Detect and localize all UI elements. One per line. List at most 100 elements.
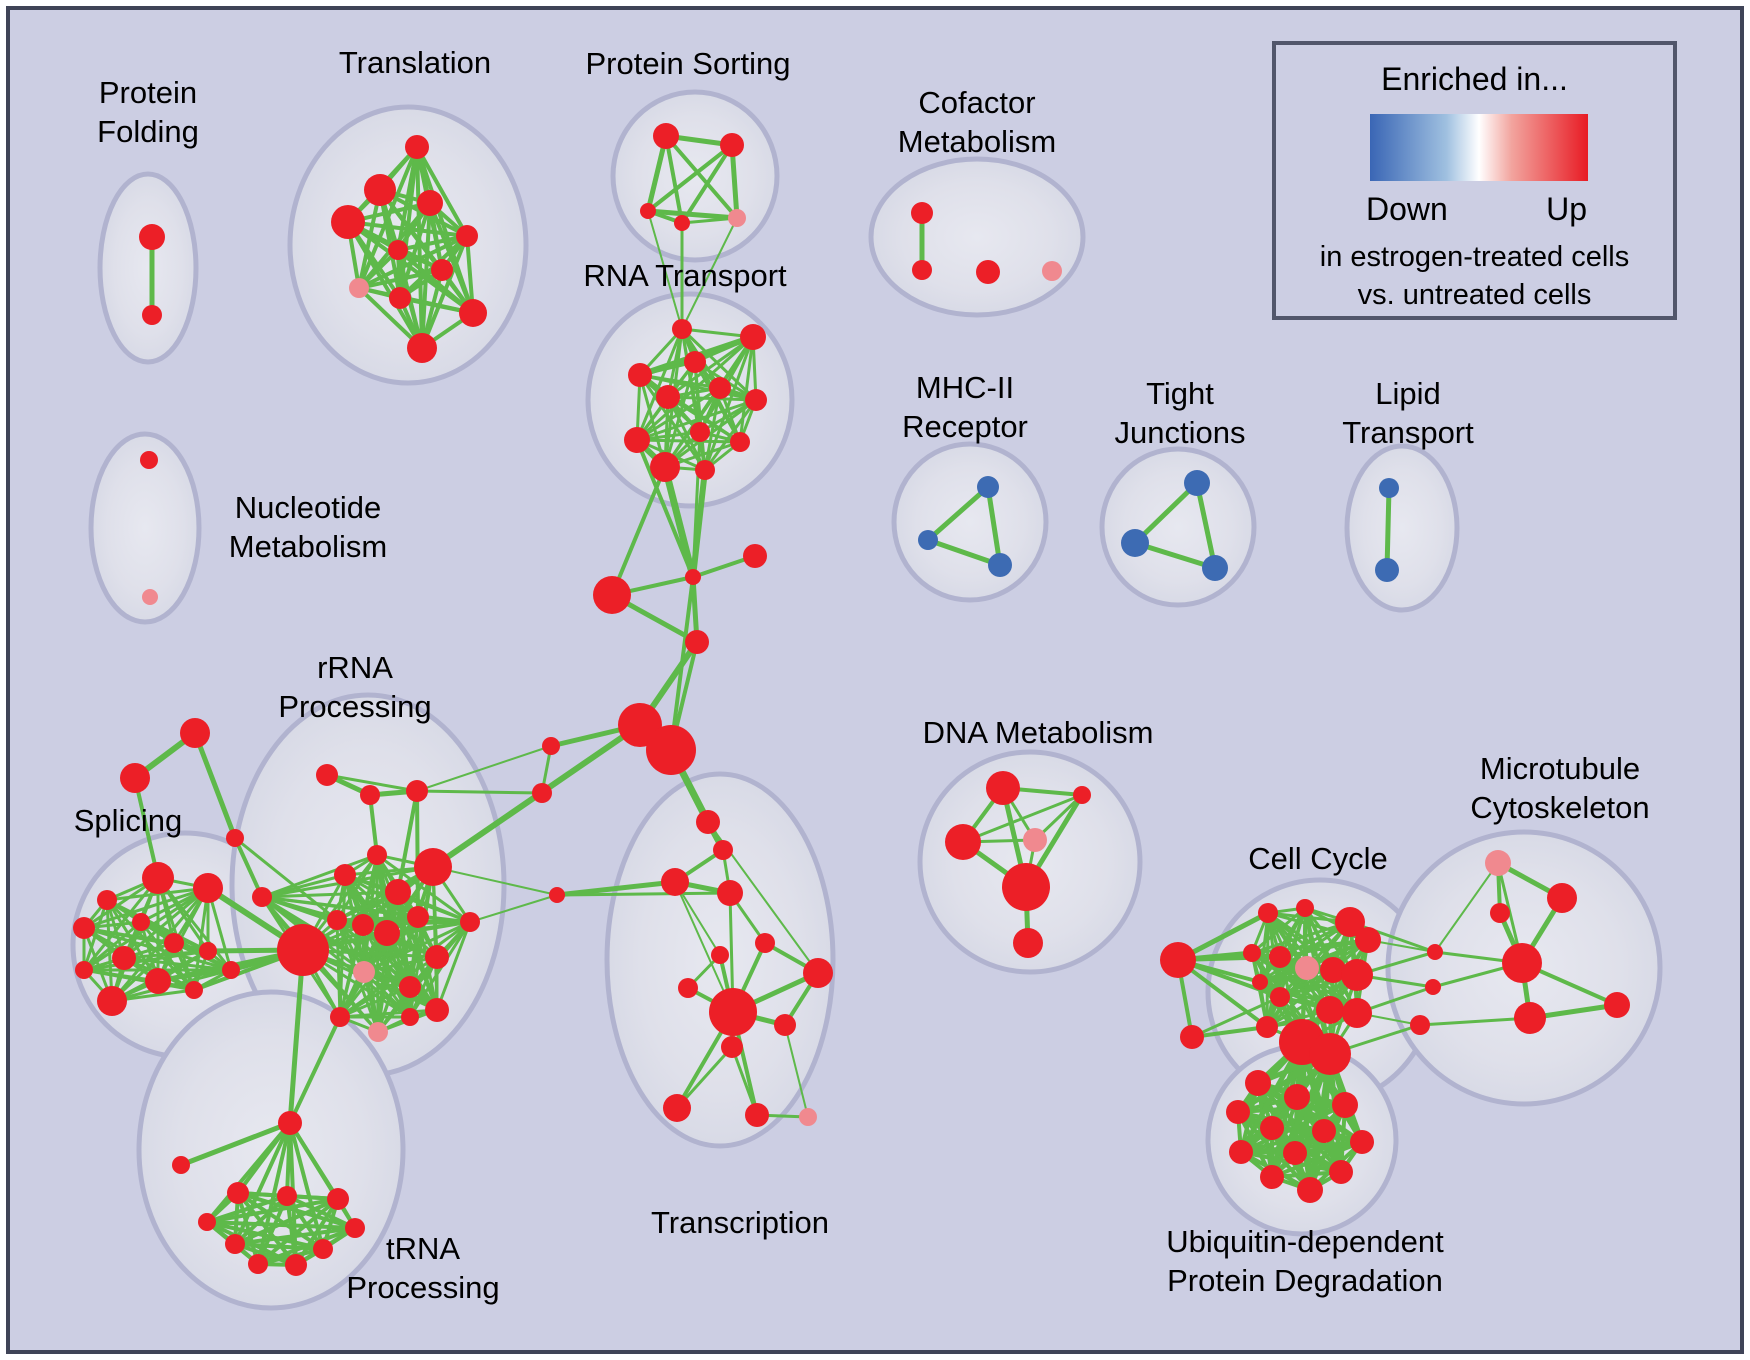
cofactor-metabolism-bubble xyxy=(868,156,1086,318)
node-sl12 xyxy=(222,961,240,979)
node-sl7 xyxy=(199,942,217,960)
node-ccS1 xyxy=(1180,1025,1204,1049)
edge-rrS-tn0 xyxy=(288,1015,342,1125)
edge-sl1-sl11 xyxy=(192,886,210,992)
node-rrQ xyxy=(368,1022,388,1042)
node-lt1 xyxy=(1375,558,1399,582)
edge-rt6-rt11 xyxy=(703,398,758,472)
node-tj0 xyxy=(1184,470,1210,496)
node-tx3 xyxy=(717,880,743,906)
edge-u5-u7 xyxy=(1239,1129,1326,1154)
edge-rt0-rt6 xyxy=(680,327,758,402)
transcription-label-line: Transcription xyxy=(651,1205,829,1240)
node-rrA xyxy=(316,764,338,786)
edge-rrD-rrM xyxy=(375,853,472,924)
cell-cycle-label-line: Cell Cycle xyxy=(1248,841,1388,876)
edge-rt10-ch0 xyxy=(661,463,697,581)
node-t0 xyxy=(405,135,429,159)
edge-ps1-ps3 xyxy=(680,143,734,225)
node-t5 xyxy=(388,240,408,260)
node-dm0 xyxy=(986,771,1020,805)
node-tn0 xyxy=(278,1111,302,1135)
edge-rrM-rrT xyxy=(435,920,472,1012)
edge-cc1-cc9 xyxy=(1258,906,1307,984)
edge-mh0-mh2 xyxy=(985,484,1003,568)
edge-rt1-rt11 xyxy=(703,335,755,472)
edge-cn0-tx2 xyxy=(554,879,678,898)
edge-rrN-rrS xyxy=(338,955,439,1019)
edge-rrC-rrL xyxy=(415,789,420,919)
edge-tr5-tr6 xyxy=(233,1242,325,1251)
labels-layer: Protein Folding Translation Protein Sorting… xyxy=(74,45,1650,1305)
node-mt0 xyxy=(1485,850,1511,876)
node-s0 xyxy=(542,737,560,755)
node-cc11 xyxy=(1316,996,1344,1024)
node-rt3 xyxy=(628,363,652,387)
node-cf3 xyxy=(1042,261,1062,281)
splicing-label-line: Splicing xyxy=(74,803,183,838)
node-ch3 xyxy=(685,630,709,654)
mhc-ii-receptor-bubble xyxy=(891,441,1049,603)
node-mh1 xyxy=(918,530,938,550)
edge-mh0-mh1 xyxy=(925,484,991,543)
node-rt5 xyxy=(709,377,731,399)
node-cc0 xyxy=(1258,903,1278,923)
edge-t0-t4 xyxy=(415,145,469,238)
edge-cc15-u9 xyxy=(1269,1051,1333,1180)
node-sl0 xyxy=(142,862,174,894)
node-tx6 xyxy=(678,978,698,998)
node-ps4 xyxy=(728,209,746,227)
legend-box: Enriched in... Down Up in estrogen-treat… xyxy=(1272,41,1677,320)
lipid-transport-bubble xyxy=(1344,443,1460,613)
node-sl5 xyxy=(164,933,184,953)
node-sl6 xyxy=(112,946,136,970)
edge-t4-t10 xyxy=(420,234,469,350)
node-tr7 xyxy=(248,1254,268,1274)
rna-transport-label: RNA Transport xyxy=(583,258,787,293)
edge-sl10-sl12 xyxy=(110,968,233,1003)
node-sl9 xyxy=(145,968,171,994)
node-rt2 xyxy=(684,351,706,373)
edge-ccS0-cc13 xyxy=(1176,958,1269,1029)
edge-tr2-tr5 xyxy=(233,1197,340,1246)
edge-tr2-tr3 xyxy=(205,1197,340,1224)
node-cc7 xyxy=(1320,957,1346,983)
node-mh0 xyxy=(977,476,999,498)
node-rt0 xyxy=(672,319,692,339)
node-ps2 xyxy=(640,203,656,219)
node-cc6 xyxy=(1295,956,1319,980)
node-cc4 xyxy=(1243,944,1261,962)
node-ccS0 xyxy=(1160,942,1196,978)
edge-rt3-rt6 xyxy=(638,373,758,402)
node-tx8 xyxy=(709,988,757,1036)
dna-metabolism-label: DNA Metabolism xyxy=(923,715,1154,750)
edge-ps1-ps4 xyxy=(729,142,740,221)
node-pf1 xyxy=(142,305,162,325)
node-rt11 xyxy=(695,460,715,480)
node-u2 xyxy=(1332,1092,1358,1118)
node-tx7 xyxy=(803,958,833,988)
edge-cn0-tx3 xyxy=(555,891,732,897)
edge-rrM-cn0 xyxy=(469,894,558,923)
edge-ps2-rt0 xyxy=(647,210,683,330)
edge-tg0-tg2 xyxy=(192,730,238,841)
edge-tx10-tx12 xyxy=(730,1045,759,1117)
node-rrK xyxy=(374,920,400,946)
node-u9 xyxy=(1260,1165,1284,1189)
protein-folding-label-line: Protein xyxy=(99,75,197,110)
nucleotide-metabolism-bubble xyxy=(88,431,202,625)
edge-tn1-tn0 xyxy=(178,1120,293,1168)
node-t4 xyxy=(456,225,478,247)
edge-rt5-rt9 xyxy=(635,386,722,442)
node-cn0 xyxy=(549,887,565,903)
node-tr4 xyxy=(345,1218,365,1238)
lipid-transport-label-line: Lipid xyxy=(1375,376,1441,411)
edge-t3-t10 xyxy=(346,220,424,350)
edge-rt0-rt9 xyxy=(635,327,684,442)
edge-rt8-rt9 xyxy=(635,438,742,444)
protein-sorting-label: Protein Sorting xyxy=(585,46,790,81)
node-cf0 xyxy=(911,202,933,224)
edge-tn0-tr5 xyxy=(233,1121,292,1246)
mhc-ii-receptor-label-line: MHC-II xyxy=(916,370,1014,405)
edge-cc1-cc4 xyxy=(1250,906,1307,955)
